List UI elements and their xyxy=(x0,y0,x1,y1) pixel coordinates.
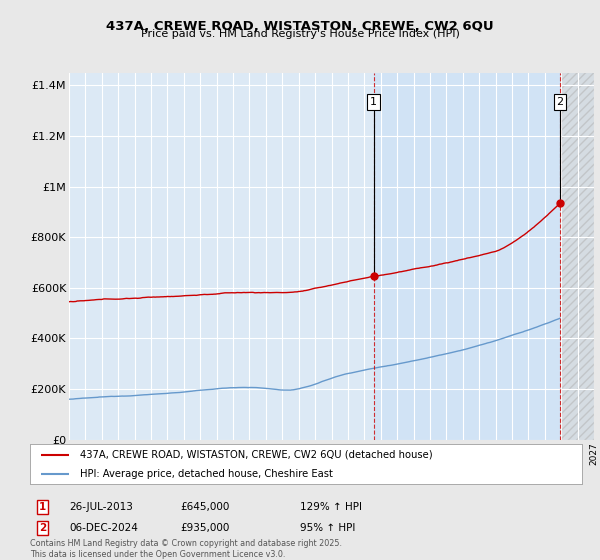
Text: 1: 1 xyxy=(370,97,377,107)
Text: £935,000: £935,000 xyxy=(180,523,229,533)
Bar xyxy=(560,73,594,440)
Text: 2: 2 xyxy=(556,97,563,107)
Text: 1: 1 xyxy=(39,502,46,512)
Text: Contains HM Land Registry data © Crown copyright and database right 2025.
This d: Contains HM Land Registry data © Crown c… xyxy=(30,539,342,559)
Text: 129% ↑ HPI: 129% ↑ HPI xyxy=(300,502,362,512)
Text: 06-DEC-2024: 06-DEC-2024 xyxy=(69,523,138,533)
Text: Price paid vs. HM Land Registry's House Price Index (HPI): Price paid vs. HM Land Registry's House … xyxy=(140,29,460,39)
Text: 2: 2 xyxy=(39,523,46,533)
Text: 437A, CREWE ROAD, WISTASTON, CREWE, CW2 6QU (detached house): 437A, CREWE ROAD, WISTASTON, CREWE, CW2 … xyxy=(80,450,433,460)
Text: £645,000: £645,000 xyxy=(180,502,229,512)
Text: 95% ↑ HPI: 95% ↑ HPI xyxy=(300,523,355,533)
Text: 437A, CREWE ROAD, WISTASTON, CREWE, CW2 6QU: 437A, CREWE ROAD, WISTASTON, CREWE, CW2 … xyxy=(106,20,494,32)
Text: 26-JUL-2013: 26-JUL-2013 xyxy=(69,502,133,512)
Bar xyxy=(374,73,560,440)
Text: HPI: Average price, detached house, Cheshire East: HPI: Average price, detached house, Ches… xyxy=(80,469,332,478)
